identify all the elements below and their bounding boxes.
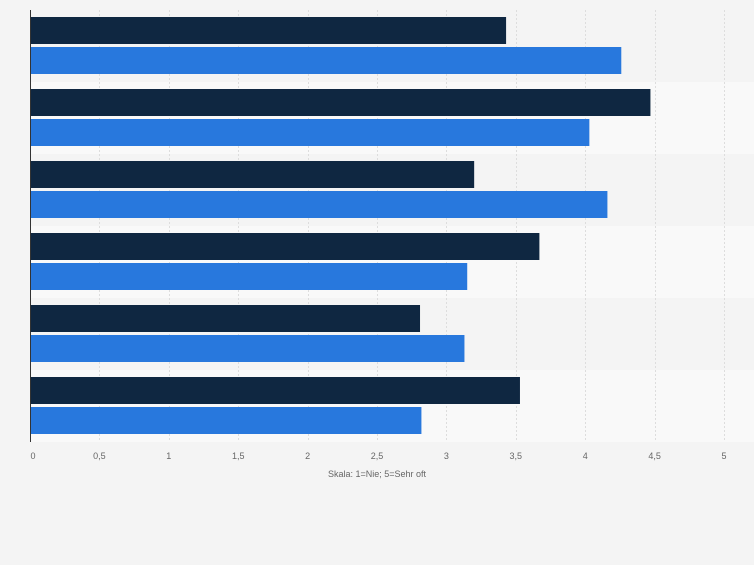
gridlines	[99, 10, 725, 442]
bar	[30, 263, 468, 290]
bar	[30, 119, 590, 146]
bars	[30, 17, 651, 434]
x-tick-label: 0	[30, 451, 35, 461]
x-tick-label: 0,5	[93, 451, 106, 461]
x-tick-label: 2,5	[371, 451, 384, 461]
bar	[30, 89, 651, 116]
bar	[30, 191, 608, 218]
bar	[30, 17, 507, 44]
bar	[30, 377, 520, 404]
bar	[30, 161, 475, 188]
x-tick-label: 3,5	[510, 451, 523, 461]
bar	[30, 335, 465, 362]
x-tick-label: 1	[166, 451, 171, 461]
x-tick-label: 4,5	[648, 451, 661, 461]
bar	[30, 407, 422, 434]
bar	[30, 305, 421, 332]
x-axis-label: Skala: 1=Nie; 5=Sehr oft	[328, 469, 427, 479]
bar	[30, 233, 540, 260]
x-tick-label: 1,5	[232, 451, 245, 461]
x-tick-label: 4	[583, 451, 588, 461]
x-tick-label: 5	[721, 451, 726, 461]
bar	[30, 47, 622, 74]
x-tick-labels: 0 0,5 1 1,5 2 2,5 3 3,5 4 4,5 5	[30, 451, 726, 461]
x-tick-label: 2	[305, 451, 310, 461]
x-tick-label: 3	[444, 451, 449, 461]
